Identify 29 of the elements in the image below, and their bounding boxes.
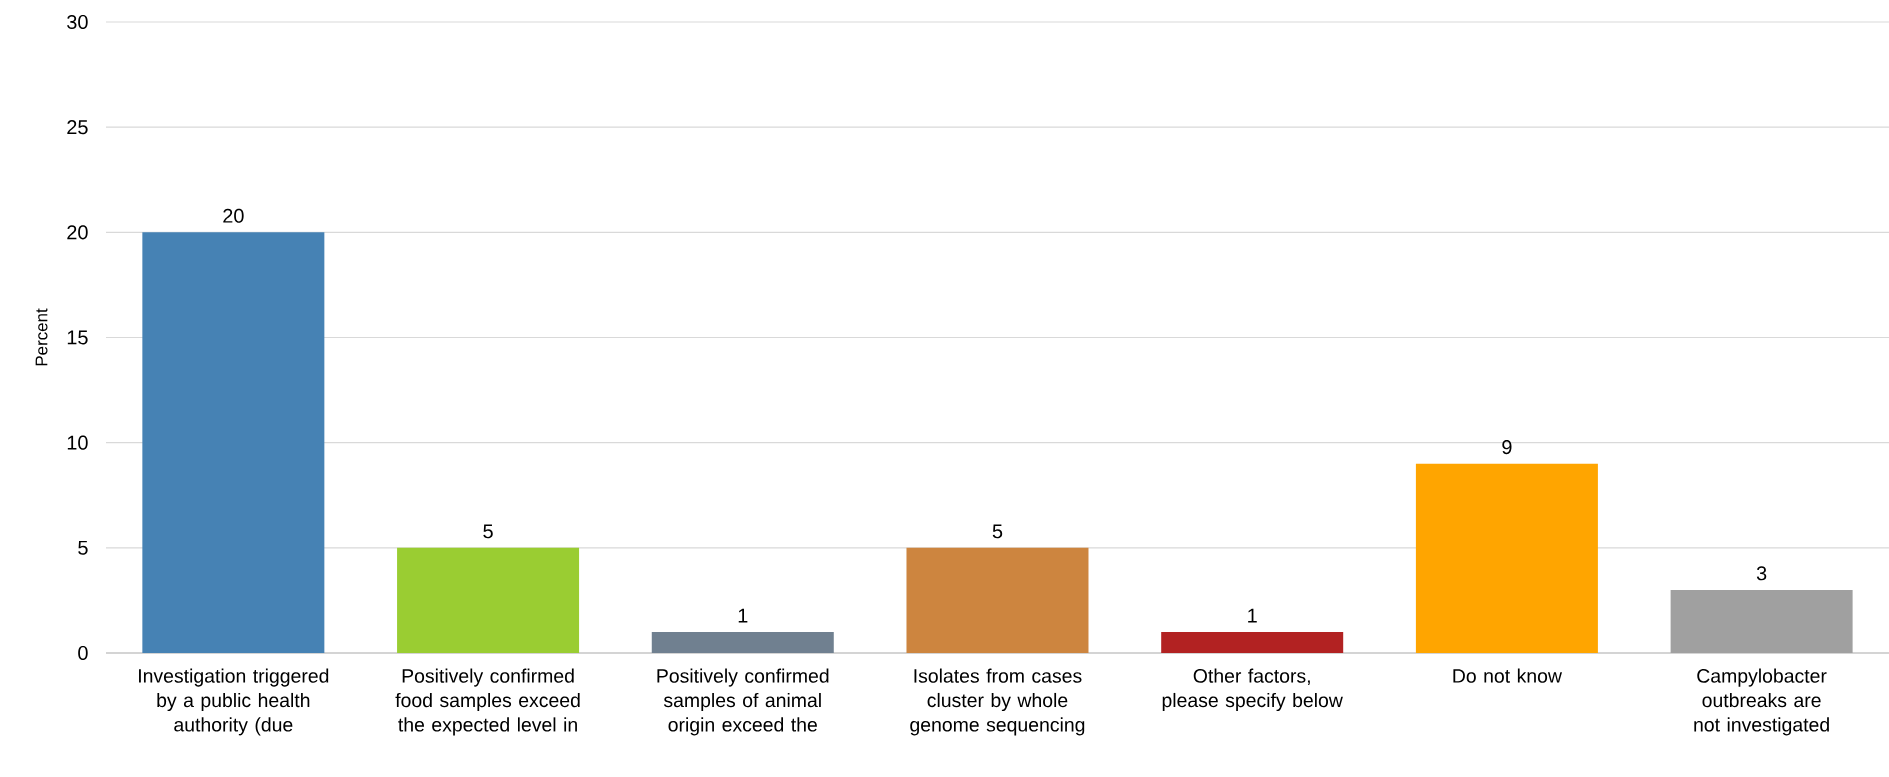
data-label: 1 (1248, 608, 1257, 623)
y-axis-title: Percent (35, 308, 48, 366)
data-label: 20 (223, 208, 244, 223)
bar (1161, 631, 1344, 653)
y-tick-label: 0 (78, 645, 88, 661)
y-tick-label: 10 (67, 435, 88, 450)
data-label: 5 (483, 524, 493, 539)
y-tick-label: 25 (67, 120, 88, 135)
x-tick-label: Investigation triggered by a public health authority (due (139, 668, 329, 736)
x-tick-label: Positively confirmed food samples exceed the expected level in (395, 668, 580, 736)
data-label: 9 (1502, 440, 1512, 455)
bar (906, 547, 1089, 653)
x-tick-label: Campylobacter outbreaks are not investigated (1694, 668, 1829, 736)
x-tick-label: Isolates from cases cluster by whole genome sequencing (910, 668, 1085, 736)
data-label: 3 (1756, 566, 1767, 581)
bar (651, 631, 834, 653)
y-tick-label: 30 (67, 14, 88, 30)
x-tick-label: Do not know (1453, 668, 1562, 683)
bar (142, 232, 325, 653)
bar (1415, 463, 1598, 653)
bar (1670, 589, 1853, 653)
x-tick-label: Positively confirmed samples of animal origin exceed the (657, 668, 829, 736)
bar (397, 547, 580, 653)
data-label: 5 (992, 524, 1003, 539)
x-tick-label: Other factors, please specify below (1162, 668, 1343, 712)
data-label: 1 (738, 608, 748, 623)
y-tick-label: 15 (67, 330, 88, 345)
y-tick-label: 5 (78, 540, 88, 555)
y-tick-label: 20 (67, 225, 88, 240)
